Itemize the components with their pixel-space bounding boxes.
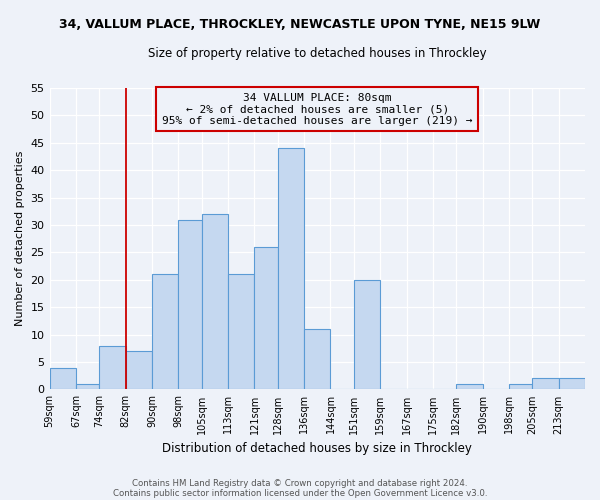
- Bar: [76, 384, 99, 390]
- Bar: [532, 378, 559, 390]
- X-axis label: Distribution of detached houses by size in Throckley: Distribution of detached houses by size …: [163, 442, 472, 455]
- Bar: [456, 384, 482, 390]
- Bar: [304, 329, 331, 390]
- Text: 34, VALLUM PLACE, THROCKLEY, NEWCASTLE UPON TYNE, NE15 9LW: 34, VALLUM PLACE, THROCKLEY, NEWCASTLE U…: [59, 18, 541, 30]
- Bar: [559, 378, 585, 390]
- Bar: [125, 351, 152, 390]
- Bar: [228, 274, 254, 390]
- Y-axis label: Number of detached properties: Number of detached properties: [15, 151, 25, 326]
- Text: Contains HM Land Registry data © Crown copyright and database right 2024.: Contains HM Land Registry data © Crown c…: [132, 478, 468, 488]
- Title: Size of property relative to detached houses in Throckley: Size of property relative to detached ho…: [148, 48, 487, 60]
- Bar: [509, 384, 532, 390]
- Bar: [152, 274, 178, 390]
- Text: 34 VALLUM PLACE: 80sqm
← 2% of detached houses are smaller (5)
95% of semi-detac: 34 VALLUM PLACE: 80sqm ← 2% of detached …: [162, 92, 473, 126]
- Bar: [178, 220, 202, 390]
- Bar: [278, 148, 304, 390]
- Bar: [99, 346, 125, 390]
- Bar: [353, 280, 380, 390]
- Bar: [50, 368, 76, 390]
- Text: Contains public sector information licensed under the Open Government Licence v3: Contains public sector information licen…: [113, 488, 487, 498]
- Bar: [254, 247, 278, 390]
- Bar: [202, 214, 228, 390]
